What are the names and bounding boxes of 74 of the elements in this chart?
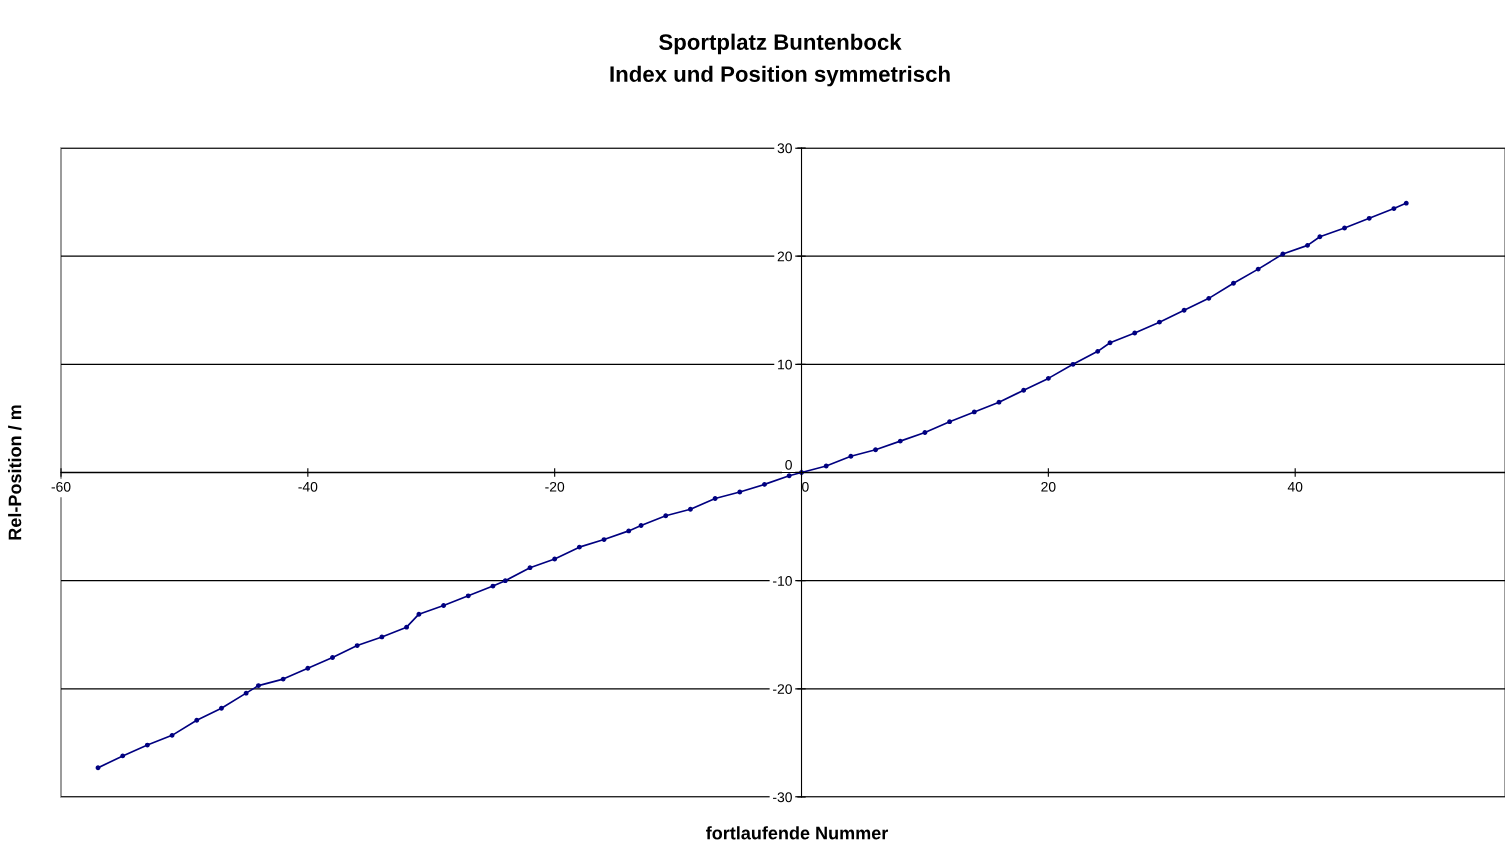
point [1070, 361, 1076, 367]
point [873, 447, 878, 453]
x-tick-label: 20 [1041, 481, 1056, 492]
point [1045, 375, 1051, 381]
point [416, 611, 422, 617]
point [601, 537, 607, 542]
point [527, 565, 533, 571]
point [305, 665, 311, 671]
point [441, 603, 447, 608]
point [663, 513, 669, 519]
chart-subtitle: Index und Position symmetrisch [610, 65, 950, 87]
point [280, 676, 286, 682]
point [638, 523, 644, 528]
point [1391, 206, 1397, 212]
point [379, 634, 385, 640]
x-tick-label: -40 [298, 481, 318, 492]
x-axis-title: fortlaufende Nummer [706, 826, 889, 840]
point [996, 399, 1002, 405]
point [947, 419, 953, 425]
point [552, 556, 558, 562]
point [737, 489, 743, 495]
y-tick-label: 10 [778, 359, 792, 370]
point [762, 481, 767, 487]
point [1366, 215, 1372, 221]
point [823, 463, 829, 469]
point [1231, 280, 1236, 286]
point [144, 742, 150, 748]
point [1181, 307, 1187, 313]
point [1255, 266, 1261, 272]
point [712, 496, 718, 501]
point [922, 430, 928, 435]
point [576, 544, 582, 550]
point [465, 593, 471, 599]
x-tick-label: 0 [802, 481, 809, 492]
point [688, 506, 693, 512]
point [354, 643, 360, 648]
point [1156, 319, 1162, 325]
point [194, 717, 200, 723]
y-tick-label: 30 [777, 143, 792, 154]
y-axis-title: Rel-Position / m [8, 405, 22, 540]
point [404, 624, 410, 630]
point [786, 473, 792, 479]
point [1206, 295, 1212, 301]
y-tick-label: -20 [773, 684, 792, 694]
point [219, 705, 224, 711]
point [1095, 348, 1101, 354]
x-tick-label: -20 [545, 481, 565, 492]
point [848, 453, 854, 459]
y-tick-label: -10 [773, 576, 792, 586]
point [1403, 200, 1409, 206]
point [1021, 387, 1027, 393]
point [1305, 242, 1310, 248]
point [169, 732, 175, 738]
point [502, 578, 508, 584]
point [1280, 251, 1286, 257]
point [330, 655, 335, 660]
chart-title: Sportplatz Buntenbock [659, 33, 902, 55]
x-tick-label: 40 [1287, 481, 1303, 492]
point [243, 690, 249, 696]
y-tick-label: 0 [785, 459, 792, 470]
point [1342, 225, 1347, 231]
point [971, 409, 977, 415]
x-tick-label: -60 [51, 481, 71, 492]
y-tick-label: -30 [773, 792, 792, 803]
point [256, 683, 261, 689]
point [120, 753, 126, 759]
point [490, 583, 496, 589]
point [1107, 340, 1113, 346]
point [1132, 330, 1138, 336]
point [897, 438, 903, 444]
point [1317, 234, 1323, 240]
point [626, 528, 632, 534]
point [95, 765, 101, 771]
y-tick-label: 20 [777, 251, 792, 262]
